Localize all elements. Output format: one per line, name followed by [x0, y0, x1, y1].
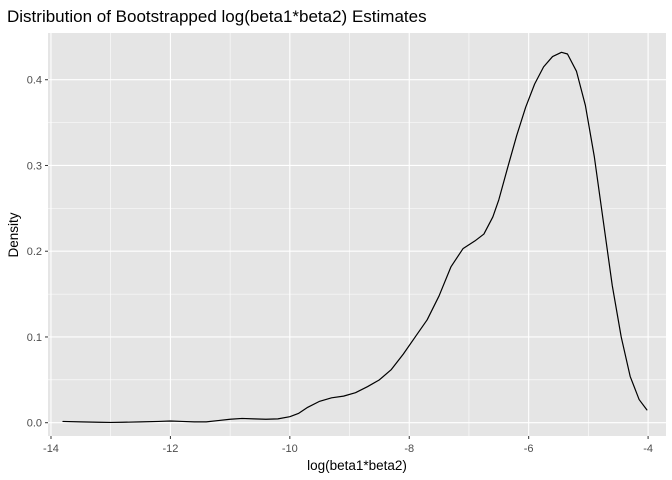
x-tick-label: -10	[282, 443, 298, 455]
x-axis-title: log(beta1*beta2)	[307, 458, 407, 473]
x-tick-label: -8	[404, 443, 414, 455]
y-axis-title: Density	[6, 212, 21, 257]
y-tick-label: 0.1	[27, 332, 42, 344]
x-tick-label: -14	[43, 443, 59, 455]
y-tick-label: 0.3	[27, 160, 42, 172]
x-tick-label: -6	[524, 443, 534, 455]
x-tick-label: -4	[643, 443, 653, 455]
x-tick-label: -12	[162, 443, 178, 455]
chart-title: Distribution of Bootstrapped log(beta1*b…	[7, 7, 427, 26]
y-tick-label: 0.4	[27, 75, 42, 87]
plot-panel	[48, 33, 666, 436]
y-tick-label: 0.0	[27, 418, 42, 430]
y-tick-label: 0.2	[27, 246, 42, 258]
